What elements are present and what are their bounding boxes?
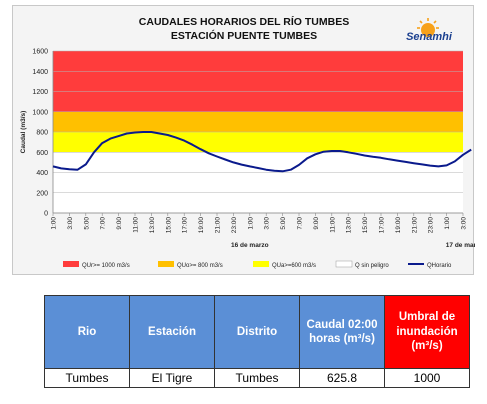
series-layer bbox=[52, 131, 472, 173]
chart-title: CAUDALES HORARIOS DEL RÍO TUMBES bbox=[139, 15, 349, 28]
x-tick-label-14: 5:00 bbox=[280, 217, 287, 230]
senamhi-logo: Senamhi bbox=[406, 18, 453, 43]
sun-rays-icon bbox=[417, 18, 439, 29]
x-tick-label-4: 9:00 bbox=[116, 217, 123, 230]
y-tick-label-1: 200 bbox=[36, 190, 48, 197]
series-line-0 bbox=[52, 131, 472, 173]
x-tick-label-16: 9:00 bbox=[313, 217, 320, 230]
header-caudal: Caudal 02:00 horas (m³/s) bbox=[299, 295, 385, 369]
legend-swatch-3 bbox=[335, 260, 353, 268]
threshold-bands bbox=[53, 51, 463, 213]
cell-estacion: El Tigre bbox=[129, 368, 215, 388]
y-axis-label: Caudal (m3/s) bbox=[20, 111, 27, 154]
x-tick-label-13: 3:00 bbox=[264, 217, 271, 230]
threshold-band-1 bbox=[53, 111, 463, 132]
legend-series-label-0: QHorario bbox=[427, 263, 452, 269]
x-tick-label-18: 13:00 bbox=[346, 217, 353, 234]
x-tick-labels: 1:00 3:00 5:00 7:00 9:00 11:00 13:00 15:00 17:00… bbox=[51, 213, 468, 233]
threshold-band-2 bbox=[53, 132, 463, 153]
legend-label-3: Q sin peligro bbox=[355, 263, 389, 269]
y-tick-label-0: 0 bbox=[44, 211, 48, 218]
flow-chart: CAUDALES HORARIOS DEL RÍO TUMBES ESTACIÓ… bbox=[20, 15, 475, 269]
cell-rio: Tumbes bbox=[44, 368, 130, 388]
header-rio: Rio bbox=[44, 295, 130, 369]
axes bbox=[52, 51, 463, 214]
cell-caudal: 625.8 bbox=[299, 368, 385, 388]
legend-swatch-0 bbox=[63, 261, 79, 267]
x-tick-label-12: 1:00 bbox=[247, 217, 254, 230]
threshold-band-3 bbox=[53, 152, 463, 213]
x-tick-label-19: 15:00 bbox=[362, 217, 369, 234]
x-tick-label-23: 23:00 bbox=[428, 217, 435, 234]
date-label-1: 17 de marzo bbox=[446, 242, 475, 249]
date-labels: 16 de marzo 17 de marzo bbox=[231, 242, 475, 249]
x-tick-label-11: 23:00 bbox=[231, 217, 238, 234]
y-tick-label-6: 1200 bbox=[32, 89, 48, 96]
threshold-band-0 bbox=[53, 51, 463, 112]
x-tick-label-5: 11:00 bbox=[133, 217, 140, 233]
legend-swatch-2 bbox=[253, 261, 269, 267]
legend: QUr>= 1000 m3/s QUo>= 800 m3/s QUa>=600 m3… bbox=[63, 260, 452, 269]
x-tick-label-1: 3:00 bbox=[67, 217, 74, 230]
x-tick-label-10: 21:00 bbox=[215, 217, 222, 234]
legend-label-2: QUa>=600 m3/s bbox=[272, 263, 316, 269]
header-distrito: Distrito bbox=[214, 295, 300, 369]
x-tick-label-8: 17:00 bbox=[182, 217, 189, 234]
legend-swatch-1 bbox=[158, 261, 174, 267]
x-tick-label-0: 1:00 bbox=[51, 217, 58, 230]
station-table: Rio Estación Distrito Caudal 02:00 horas… bbox=[44, 295, 470, 388]
x-tick-label-21: 19:00 bbox=[395, 217, 402, 234]
header-umbral: Umbral de inundación (m³/s) bbox=[384, 295, 470, 369]
x-tick-label-17: 11:00 bbox=[329, 217, 336, 233]
x-tick-label-24: 1:00 bbox=[444, 217, 451, 230]
y-tick-label-3: 600 bbox=[36, 150, 48, 157]
y-tick-labels: 0 200 400 600 800 1000 1200 1400 1600 bbox=[32, 49, 48, 218]
y-tick-label-2: 400 bbox=[36, 170, 48, 177]
y-tick-label-4: 800 bbox=[36, 130, 48, 137]
y-tick-label-5: 1000 bbox=[32, 109, 48, 116]
x-tick-label-2: 5:00 bbox=[83, 217, 90, 230]
chart-container: CAUDALES HORARIOS DEL RÍO TUMBES ESTACIÓ… bbox=[12, 5, 475, 275]
logo-text: Senamhi bbox=[406, 31, 453, 43]
x-tick-label-20: 17:00 bbox=[379, 217, 386, 234]
legend-label-0: QUr>= 1000 m3/s bbox=[82, 263, 130, 269]
table-row: Tumbes El Tigre Tumbes 625.8 1000 bbox=[44, 368, 470, 388]
date-label-0: 16 de marzo bbox=[231, 242, 269, 249]
cell-umbral: 1000 bbox=[384, 368, 470, 388]
legend-label-1: QUo>= 800 m3/s bbox=[177, 263, 223, 269]
table-header-row: Rio Estación Distrito Caudal 02:00 horas… bbox=[44, 295, 470, 369]
header-estacion: Estación bbox=[129, 295, 215, 369]
x-tick-label-15: 7:00 bbox=[297, 217, 304, 230]
x-tick-label-9: 19:00 bbox=[198, 217, 205, 234]
x-tick-label-25: 3:00 bbox=[461, 217, 468, 230]
x-tick-label-6: 13:00 bbox=[149, 217, 156, 234]
chart-subtitle: ESTACIÓN PUENTE TUMBES bbox=[171, 29, 317, 42]
y-tick-label-7: 1400 bbox=[32, 69, 48, 76]
x-tick-label-22: 21:00 bbox=[411, 217, 418, 234]
sun-icon bbox=[421, 23, 435, 37]
x-tick-label-3: 7:00 bbox=[100, 217, 107, 230]
cell-distrito: Tumbes bbox=[214, 368, 300, 388]
x-tick-label-7: 15:00 bbox=[165, 217, 172, 234]
y-tick-label-8: 1600 bbox=[32, 49, 48, 56]
